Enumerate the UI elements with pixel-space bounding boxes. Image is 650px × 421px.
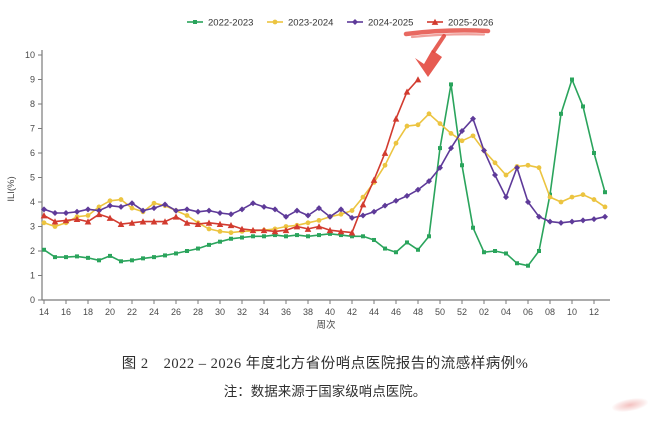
x-tick-label: 12 [589,307,599,317]
x-tick-label: 24 [149,307,159,317]
y-tick-label: 8 [30,99,35,109]
series-2025-2026 [40,76,422,236]
x-tick-label: 18 [83,307,93,317]
x-tick-label: 28 [193,307,203,317]
hand-drawn-arrow-head [415,50,442,77]
x-axis-title: 周次 [316,319,336,331]
series-line-2024-2025 [43,117,606,224]
legend-item-2023-2024[interactable]: 2023-2024 [267,18,333,29]
legend-item-2024-2025[interactable]: 2024-2025 [347,18,413,29]
hand-drawn-underline [403,28,491,37]
series-2022-2023 [42,77,607,268]
x-tick-label: 36 [281,307,291,317]
x-tick-label: 14 [39,307,49,317]
x-tick-label: 46 [391,307,401,317]
y-tick-label: 3 [30,222,35,232]
y-tick-label: 2 [30,246,35,256]
y-tick-label: 6 [30,148,35,158]
legend-item-2022-2023[interactable]: 2022-2023 [187,18,253,29]
y-tick-label: 1 [30,271,35,281]
legend-label: 2022-2023 [208,18,253,29]
y-tick-label: 7 [30,124,35,134]
hand-drawn-underline-2 [410,33,486,39]
x-tick-label: 38 [303,307,313,317]
x-tick-label: 32 [237,307,247,317]
legend-item-2025-2026[interactable]: 2025-2026 [427,18,493,29]
x-tick-label: 20 [105,307,115,317]
figure-note: 注：数据来源于国家级哨点医院。 [223,384,427,399]
legend-label: 2024-2025 [368,18,413,29]
hand-drawn-annotations [403,28,491,77]
x-tick-label: 30 [215,307,225,317]
x-tick-label: 48 [413,307,423,317]
series-line-2023-2024 [43,113,606,234]
series-2023-2024 [41,111,608,236]
figure-caption: 图 2 2022 – 2026 年度北方省份哨点医院报告的流感样病例% [121,356,529,372]
x-tick-label: 22 [127,307,137,317]
x-tick-label: 10 [567,307,577,317]
x-tick-label: 26 [171,307,181,317]
y-axis-title: ILI(%) [6,176,17,201]
y-tick-label: 5 [30,173,35,183]
x-tick-label: 08 [545,307,555,317]
legend-label: 2025-2026 [448,18,493,29]
x-tick-label: 06 [523,307,533,317]
hand-drawn-arrow-tail [432,34,446,53]
y-tick-label: 4 [30,197,35,207]
x-tick-label: 52 [457,307,467,317]
x-tick-label: 04 [501,307,511,317]
y-tick-label: 9 [30,75,35,85]
x-tick-label: 50 [435,307,445,317]
y-tick-label: 0 [30,295,35,305]
x-tick-label: 02 [479,307,489,317]
y-tick-label: 10 [25,50,35,60]
x-tick-label: 42 [347,307,357,317]
series-line-2022-2023 [43,78,606,267]
x-tick-label: 16 [61,307,71,317]
x-tick-label: 34 [259,307,269,317]
legend: 2022-2023 2023-2024 2024-2025 2025-2026 [187,18,493,29]
legend-label: 2023-2024 [288,18,333,29]
x-tick-label: 44 [369,307,379,317]
series-2024-2025 [41,115,608,226]
x-tick-label: 40 [325,307,335,317]
